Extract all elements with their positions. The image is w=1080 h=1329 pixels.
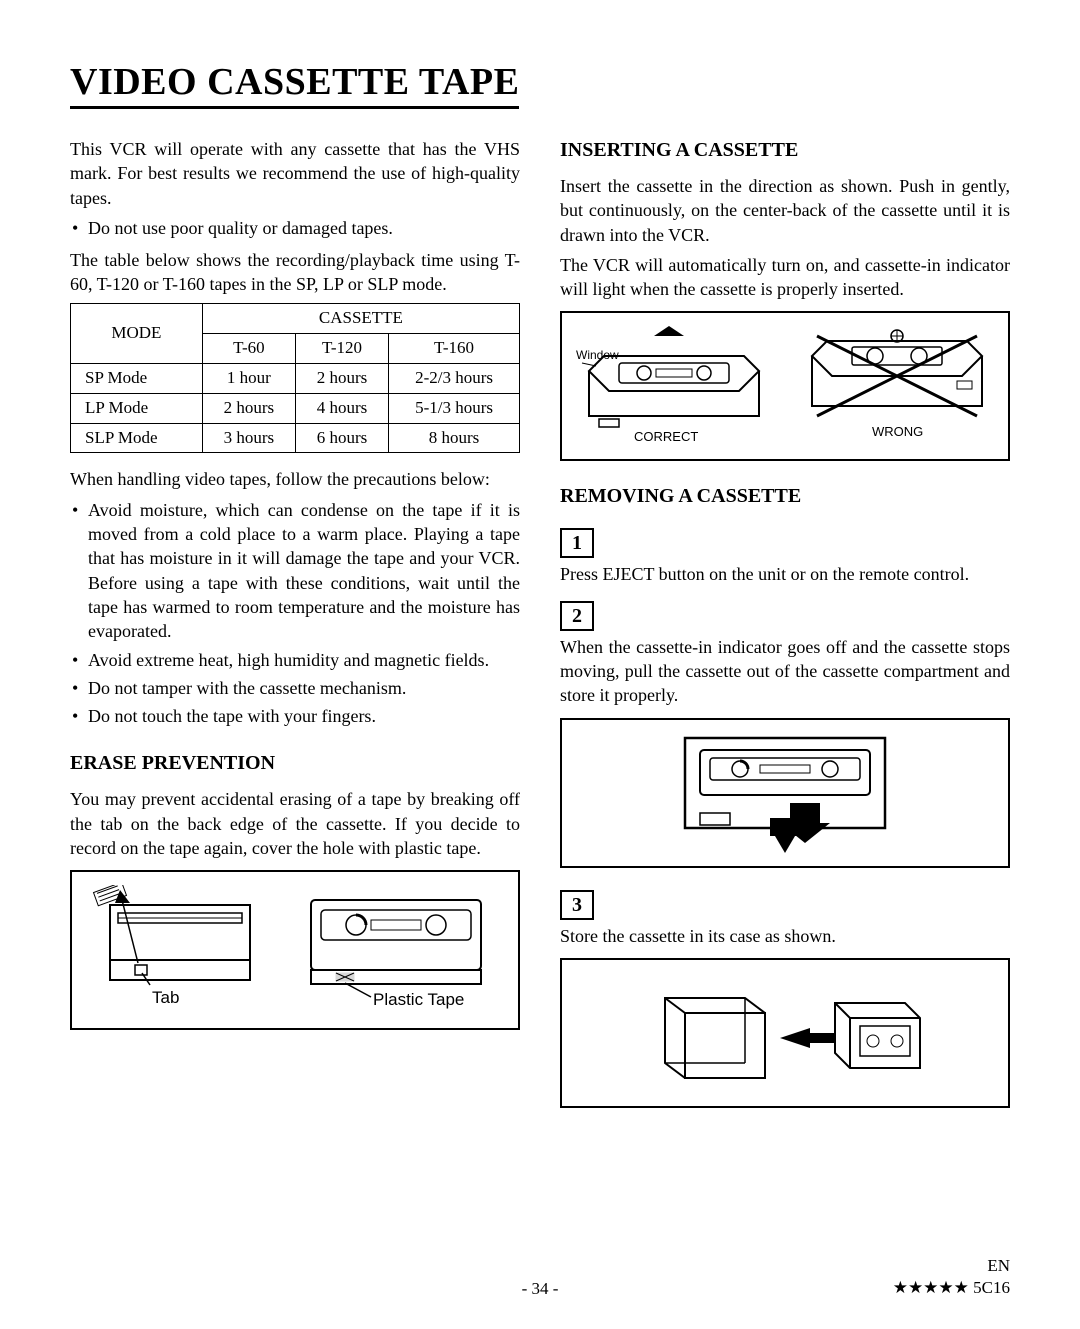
- table-mode-header: MODE: [71, 303, 203, 363]
- table-cassette-header: CASSETTE: [202, 303, 519, 333]
- remove-figure-eject: [560, 718, 1010, 868]
- remove-s3: Store the cassette in its case as shown.: [560, 924, 1010, 948]
- table-row: SLP Mode 3 hours 6 hours 8 hours: [71, 423, 520, 453]
- table-row: SP Mode 1 hour 2 hours 2-2/3 hours: [71, 363, 520, 393]
- tab-label: Tab: [152, 988, 179, 1007]
- precaution-item: Do not touch the tape with your fingers.: [70, 704, 520, 728]
- right-column: INSERTING A CASSETTE Insert the cassette…: [560, 137, 1010, 1122]
- erase-figure: Tab Plastic Tape: [70, 870, 520, 1030]
- precaution-item: Avoid extreme heat, high humidity and ma…: [70, 648, 520, 672]
- table-col-1: T-120: [295, 333, 388, 363]
- step-3: 3: [560, 890, 594, 920]
- insert-figure: Window CORRECT WRONG: [560, 311, 1010, 461]
- window-label: Window: [576, 348, 619, 362]
- intro-bullet: Do not use poor quality or damaged tapes…: [70, 216, 520, 240]
- table-row: LP Mode 2 hours 4 hours 5-1/3 hours: [71, 393, 520, 423]
- step-2: 2: [560, 601, 594, 631]
- precaution-item: Do not tamper with the cassette mechanis…: [70, 676, 520, 700]
- page-title: VIDEO CASSETTE TAPE: [70, 60, 519, 109]
- remove-figure-store: [560, 958, 1010, 1108]
- wrong-label: WRONG: [872, 424, 923, 439]
- cassette-table: MODE CASSETTE T-60 T-120 T-160 SP Mode 1…: [70, 303, 520, 454]
- precautions-intro: When handling video tapes, follow the pr…: [70, 467, 520, 491]
- correct-label: CORRECT: [634, 429, 698, 444]
- remove-head: REMOVING A CASSETTE: [560, 483, 1010, 510]
- table-col-0: T-60: [202, 333, 295, 363]
- intro-para-2: The table below shows the recording/play…: [70, 248, 520, 297]
- remove-s1: Press EJECT button on the unit or on the…: [560, 562, 1010, 586]
- insert-head: INSERTING A CASSETTE: [560, 137, 1010, 164]
- table-col-2: T-160: [389, 333, 520, 363]
- plastic-tape-label: Plastic Tape: [373, 990, 464, 1009]
- erase-body: You may prevent accidental erasing of a …: [70, 787, 520, 860]
- left-column: This VCR will operate with any cassette …: [70, 137, 520, 1122]
- page-footer: - 34 - EN ★★★★★ 5C16: [70, 1255, 1010, 1299]
- insert-p2: The VCR will automatically turn on, and …: [560, 253, 1010, 302]
- footer-lang: EN: [987, 1256, 1010, 1275]
- page-number: - 34 -: [522, 1279, 559, 1299]
- footer-code: ★★★★★ 5C16: [893, 1278, 1010, 1297]
- precaution-item: Avoid moisture, which can condense on th…: [70, 498, 520, 644]
- intro-para-1: This VCR will operate with any cassette …: [70, 137, 520, 210]
- erase-head: ERASE PREVENTION: [70, 750, 520, 777]
- remove-s2: When the cassette-in indicator goes off …: [560, 635, 1010, 708]
- step-1: 1: [560, 528, 594, 558]
- insert-p1: Insert the cassette in the direction as …: [560, 174, 1010, 247]
